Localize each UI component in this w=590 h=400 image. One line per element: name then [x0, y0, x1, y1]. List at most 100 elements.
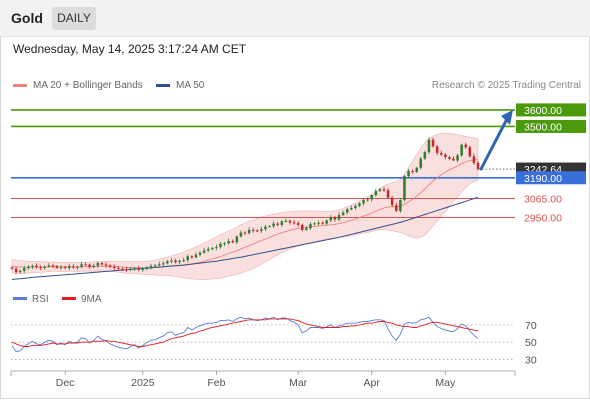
candle-body [149, 266, 153, 268]
candle-body [231, 241, 234, 243]
candle-body [211, 248, 214, 250]
time-tick-Dec: Dec [56, 377, 75, 389]
rsi-legend-label: RSI [32, 294, 49, 305]
forecast-arrow-head [501, 109, 513, 125]
candle-body [431, 139, 435, 147]
candle-body [182, 260, 185, 262]
candle-body [174, 260, 177, 263]
candle-body [88, 264, 91, 268]
candle-body [370, 195, 373, 200]
level-label-3190.00: 3190.00 [524, 173, 562, 185]
levels-layer [11, 109, 515, 218]
time-tick-May: May [435, 377, 456, 389]
candle-body [346, 209, 349, 213]
candle-body [14, 268, 18, 273]
candle-body [202, 250, 206, 253]
candle-body [39, 267, 42, 269]
level-tag-3500.00 [516, 119, 586, 133]
candle-body [407, 171, 410, 177]
candle-body [386, 190, 390, 198]
time-tick-Feb: Feb [207, 377, 225, 389]
candle-body [170, 260, 173, 262]
candle-body [419, 158, 422, 168]
candle-body [215, 247, 218, 249]
candle-body [317, 222, 320, 224]
candle-body [444, 154, 447, 158]
candle-body [27, 266, 30, 269]
candle-body [100, 263, 104, 265]
candle-body [166, 261, 169, 264]
candle-body [133, 268, 136, 270]
candle-body [31, 265, 34, 267]
candle-body [341, 212, 345, 215]
candle-body [198, 252, 202, 255]
candle-body [227, 241, 230, 244]
candle-body [153, 265, 157, 267]
level-label-3600.00: 3600.00 [524, 105, 562, 117]
rsi-ma-legend-swatch [62, 297, 76, 300]
rsi-ma-legend-label: 9MA [81, 294, 102, 305]
forecast-arrow-shaft [479, 117, 509, 171]
candle-body [108, 265, 112, 267]
candle-body [284, 220, 288, 222]
candle-body [84, 264, 87, 266]
candle-body [468, 147, 472, 157]
candle-body [403, 176, 406, 201]
candle-body [23, 268, 26, 271]
candle-body [145, 267, 149, 269]
candle-body [256, 230, 259, 232]
candle-body [243, 232, 247, 234]
candle-body [390, 197, 394, 205]
ma50-swatch [156, 83, 170, 87]
candle-body [251, 229, 255, 231]
rsi-line [11, 316, 479, 353]
candle-body [137, 268, 140, 270]
candle-body [423, 152, 427, 159]
chart-datetime: Wednesday, May 14, 2025 3:17:24 AM CET [13, 42, 247, 56]
level-label-3500.00: 3500.00 [524, 121, 562, 133]
candle-body [440, 152, 443, 155]
legend-ma20: MA 20 + Bollinger Bands [13, 80, 143, 91]
time-tick-Apr: Apr [364, 377, 381, 389]
candle-body [125, 269, 128, 271]
candle-body [129, 268, 132, 270]
candle-body [113, 266, 116, 268]
candle-body [382, 189, 386, 191]
candle-body [272, 223, 275, 227]
candle-body [411, 171, 414, 173]
candle-body [301, 224, 304, 230]
candle-body [260, 229, 263, 231]
forecast-arrow-layer [479, 109, 513, 171]
bollinger-band-area [11, 132, 479, 280]
candle-body [325, 220, 328, 224]
ma20-swatch [13, 83, 27, 87]
candle-body [96, 263, 100, 266]
candle-body [399, 200, 402, 211]
candle-body [104, 264, 108, 266]
candle-body [321, 222, 324, 224]
candle-body [190, 256, 194, 258]
candle-body [354, 205, 357, 208]
candle-body [43, 266, 46, 268]
candle-body [476, 162, 480, 170]
candle-body [292, 222, 296, 224]
timeframe-button[interactable]: DAILY [52, 7, 96, 30]
candle-body [10, 267, 14, 269]
candle-body [280, 221, 284, 225]
candle-body [72, 266, 75, 268]
candle-body [337, 215, 341, 220]
candle-body [92, 265, 95, 268]
rsi-panel: RSI 9MA 70 50 30 [11, 294, 537, 366]
candle-body [452, 158, 455, 161]
candle-body [288, 220, 292, 223]
candle-body [456, 155, 459, 161]
candle-body [18, 270, 22, 273]
bollinger-bands-layer [11, 132, 479, 280]
candle-body [80, 264, 83, 267]
rsi-legend-swatch [13, 297, 27, 300]
candle-body [63, 267, 67, 269]
candle-body [350, 207, 353, 210]
candle-body [162, 263, 165, 265]
candle-body [141, 268, 145, 270]
